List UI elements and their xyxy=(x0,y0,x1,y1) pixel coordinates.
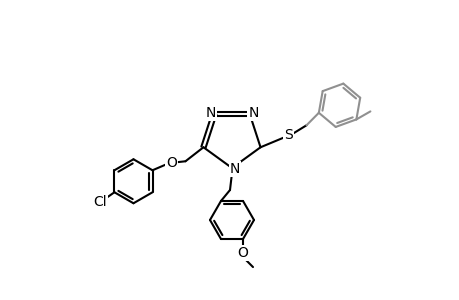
Text: O: O xyxy=(237,246,248,260)
Text: N: N xyxy=(205,106,215,120)
Text: N: N xyxy=(230,162,240,176)
Text: S: S xyxy=(284,128,292,142)
Text: Cl: Cl xyxy=(93,195,107,209)
Text: O: O xyxy=(166,156,177,170)
Text: N: N xyxy=(248,106,258,120)
